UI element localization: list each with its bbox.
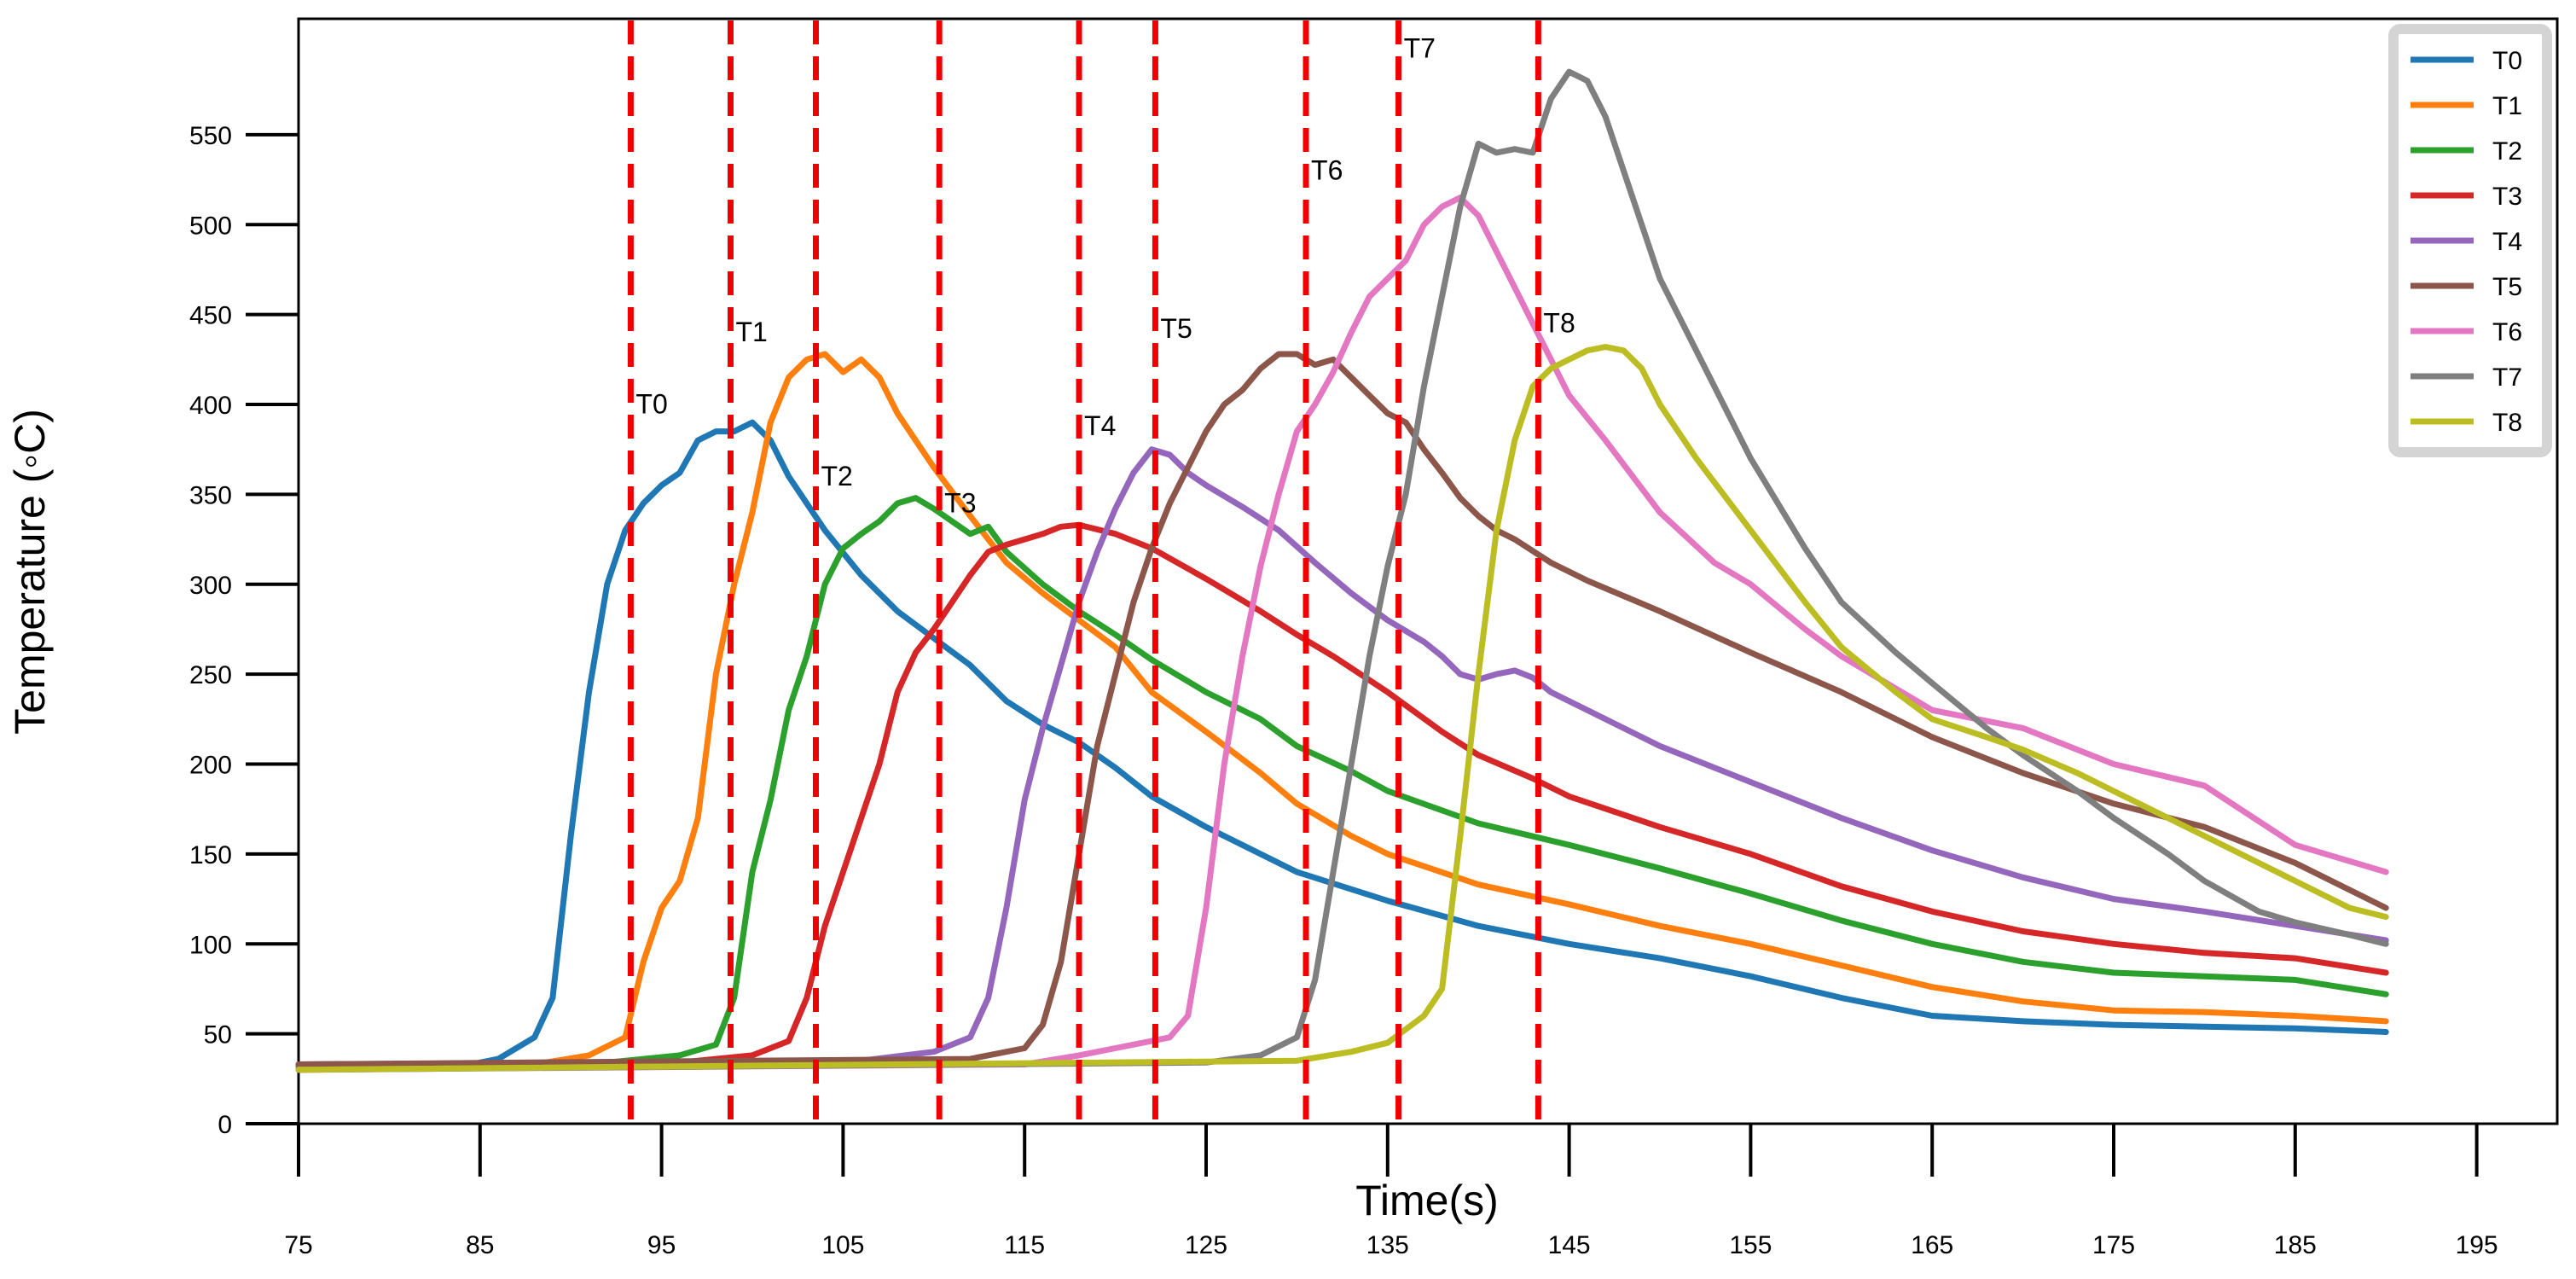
series-lines [295,68,2389,1073]
marker-label-t2: T2 [821,461,852,491]
marker-label-t0: T0 [635,389,667,420]
legend-label-t6: T6 [2492,318,2522,346]
marker-label-t5: T5 [1160,313,1192,344]
legend-label-t5: T5 [2492,273,2522,301]
x-tick-label: 85 [466,1231,494,1259]
x-tick-label: 185 [2274,1231,2317,1259]
x-tick-label: 135 [1366,1231,1409,1259]
series-t1-line [295,351,2389,1072]
marker-label-t6: T6 [1311,155,1343,186]
legend-label-t0: T0 [2492,47,2522,75]
legend-label-t8: T8 [2492,409,2522,437]
x-tick-label: 125 [1185,1231,1227,1259]
marker-lines: T0 T1 T2 T3 T4 T5 T6 T7 T8 [627,20,1575,1122]
y-tick-label: 300 [189,572,232,600]
series-t8-line [295,344,2389,1073]
x-tick-label: 195 [2456,1231,2498,1259]
y-tick-label: 150 [189,841,232,869]
y-axis-title: Temperature (◦C) [6,409,54,735]
x-tick-label: 155 [1729,1231,1772,1259]
y-tick-label: 200 [189,752,232,780]
marker-label-t4: T4 [1084,410,1116,441]
series-t7-line [295,68,2389,1073]
series-t5-line [295,351,2389,1067]
y-tick-label: 500 [189,212,232,240]
marker-label-t8: T8 [1543,308,1575,339]
y-tick-label: 350 [189,481,232,509]
x-tick-label: 105 [821,1231,864,1259]
legend-label-t1: T1 [2492,92,2522,120]
series-t4-line [295,446,2389,1067]
legend-label-t3: T3 [2492,183,2522,211]
series-t3-line [295,521,2389,1067]
x-tick-label: 175 [2092,1231,2135,1259]
legend: T0 T1 T2 T3 T4 T5 T6 T7 T8 [2388,24,2552,457]
legend-label-t7: T7 [2492,363,2522,392]
y-tick-label: 250 [189,661,232,689]
y-axis: 0 50 100 150 200 250 300 350 400 450 500 550 [189,122,299,1139]
x-tick-label: 115 [1004,1231,1045,1259]
y-tick-label: 100 [189,931,232,959]
series-t2-line [295,495,2389,1070]
legend-label-t2: T2 [2492,137,2522,166]
series-t0-line [295,419,2389,1073]
x-tick-label: 95 [647,1231,676,1259]
marker-label-t3: T3 [944,487,976,518]
y-tick-label: 0 [218,1111,232,1139]
x-tick-label: 165 [1911,1231,1953,1259]
x-axis: 75 85 95 105 115 125 135 145 155 165 175 185 195 [284,1124,2498,1259]
legend-label-t4: T4 [2492,228,2522,256]
plot-area [297,17,2559,1125]
marker-label-t7: T7 [1404,32,1436,63]
marker-label-t1: T1 [735,317,767,347]
y-tick-label: 400 [189,392,232,420]
y-tick-label: 550 [189,122,232,150]
x-tick-label: 75 [284,1231,312,1259]
x-tick-label: 145 [1548,1231,1591,1259]
y-tick-label: 50 [204,1021,232,1049]
y-tick-label: 450 [189,302,232,330]
x-axis-title: Time(s) [1355,1177,1499,1224]
